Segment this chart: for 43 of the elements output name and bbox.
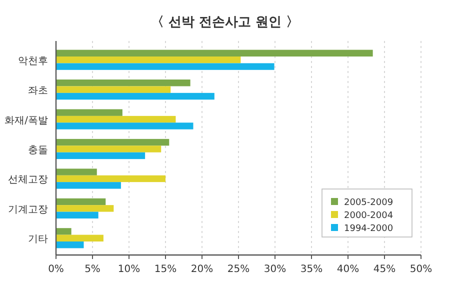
bar [56, 198, 106, 206]
x-tick-label: 20% [190, 264, 214, 275]
y-tick-label: 좌초 [28, 86, 48, 97]
x-tick-label: 30% [264, 264, 286, 275]
bar [56, 241, 84, 248]
x-tick-label: 35% [300, 264, 323, 275]
y-tick-label: 충돌 [28, 145, 48, 156]
bar [56, 50, 373, 57]
x-tick-label: 5% [84, 264, 100, 275]
x-tick-label: 45% [373, 264, 396, 275]
chart-title: 〈 선박 전손사고 원인 〉 [150, 15, 300, 30]
bar [56, 122, 194, 130]
bar [56, 182, 121, 189]
bar [56, 63, 274, 70]
bar [56, 168, 97, 176]
bar [56, 116, 176, 123]
bar [56, 152, 146, 160]
x-tick-label: 40% [336, 264, 360, 275]
bar [56, 234, 104, 242]
x-tick-label: 10% [118, 264, 140, 275]
x-tick-label: 0% [48, 264, 64, 275]
bar [56, 212, 98, 218]
y-tick-label: 악천후 [18, 56, 48, 67]
bar [56, 80, 190, 86]
y-tick-label: 기타 [28, 234, 48, 246]
bar [56, 175, 166, 182]
legend-label: 2005-2009 [344, 198, 394, 208]
x-tick-label: 25% [227, 264, 250, 275]
bar [56, 86, 171, 93]
bar [56, 56, 241, 64]
bar [56, 109, 122, 116]
bar [56, 92, 214, 100]
bar [56, 205, 114, 212]
bar [56, 228, 72, 235]
y-tick-label: 화재/폭발 [4, 115, 48, 126]
x-tick-label: 15% [154, 264, 177, 275]
y-tick-label: 선체고장 [8, 174, 48, 186]
bar [56, 146, 162, 152]
legend-label: 2000-2004 [344, 211, 394, 221]
bar [56, 138, 170, 146]
y-tick-label: 기계고장 [8, 204, 48, 216]
legend-label: 1994-2000 [344, 224, 394, 234]
x-tick-label: 50% [410, 264, 432, 275]
